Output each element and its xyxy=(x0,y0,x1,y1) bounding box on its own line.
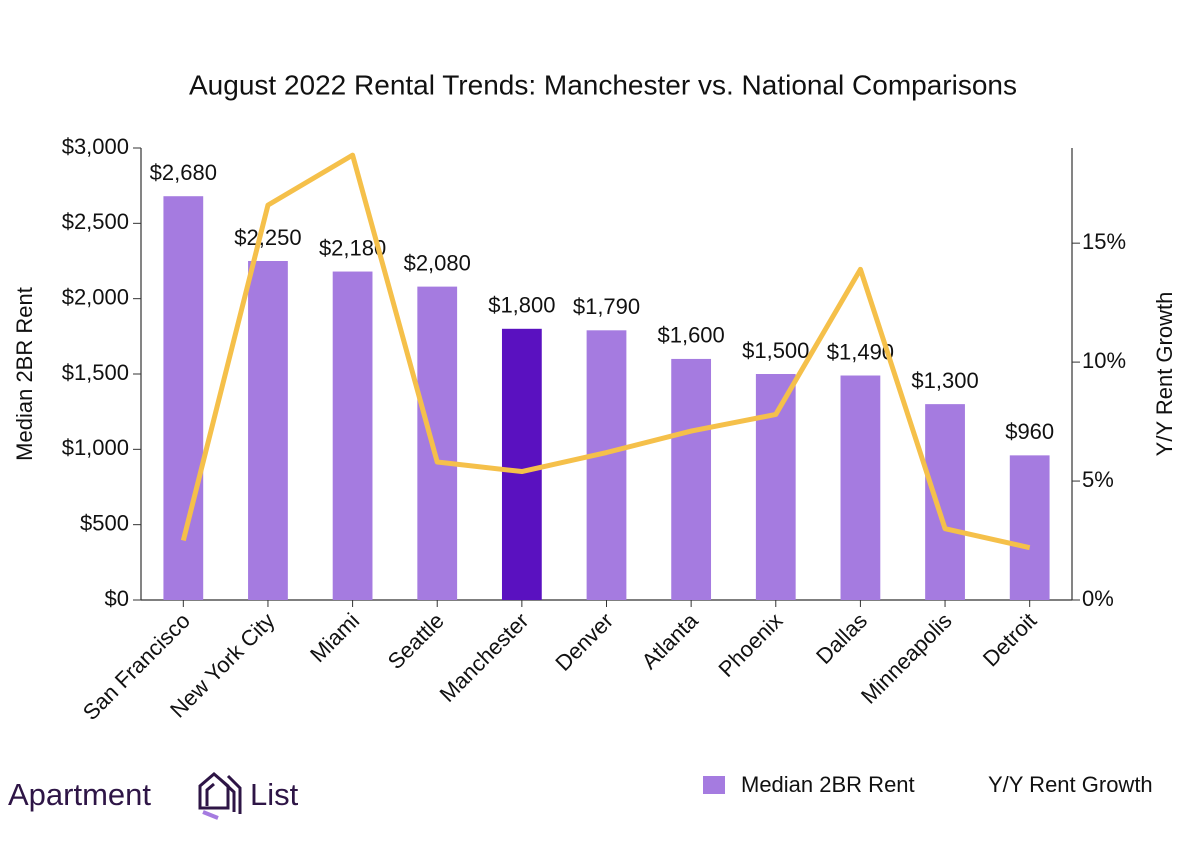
logo-text: List xyxy=(250,777,299,812)
bar xyxy=(586,330,627,600)
y2-tick-label: 15% xyxy=(1082,229,1126,254)
bar xyxy=(417,286,458,600)
legend-swatch xyxy=(703,776,725,794)
data-label: $1,500 xyxy=(742,338,809,363)
y2-tick-label: 10% xyxy=(1082,348,1126,373)
data-label: $1,300 xyxy=(911,368,978,393)
y-axis-title: Median 2BR Rent xyxy=(12,287,37,461)
bar xyxy=(501,328,542,600)
y-tick-label: $3,000 xyxy=(62,134,129,159)
logo-accent xyxy=(202,810,219,820)
bar xyxy=(1009,455,1050,600)
data-label: $1,800 xyxy=(488,293,555,318)
y-tick-label: $1,000 xyxy=(62,435,129,460)
bar xyxy=(925,404,965,600)
data-label: $1,790 xyxy=(573,294,640,319)
data-label: $2,250 xyxy=(234,225,301,250)
y-tick-label: $500 xyxy=(80,510,129,535)
y2-axis-title: Y/Y Rent Growth xyxy=(1152,292,1177,457)
y-tick-label: $0 xyxy=(105,586,129,611)
y2-tick-label: 5% xyxy=(1082,467,1114,492)
bar xyxy=(755,374,796,600)
data-label: $2,080 xyxy=(404,250,471,275)
data-label: $1,600 xyxy=(657,323,724,348)
data-label: $2,680 xyxy=(150,160,217,185)
y-tick-label: $2,000 xyxy=(62,284,129,309)
line xyxy=(180,152,1031,551)
bar xyxy=(840,375,881,600)
data-label: $960 xyxy=(1005,419,1054,444)
chart-title: August 2022 Rental Trends: Manchester vs… xyxy=(189,69,1017,100)
legend-label: Y/Y Rent Growth xyxy=(988,772,1153,797)
logo-text: Apartment xyxy=(8,777,151,812)
logo-icon xyxy=(198,772,242,814)
y2-tick-label: 0% xyxy=(1082,586,1114,611)
bar xyxy=(671,358,712,600)
y-tick-label: $1,500 xyxy=(62,360,129,385)
bar xyxy=(248,261,288,600)
logo: Apartment List xyxy=(8,772,299,820)
y-tick-label: $2,500 xyxy=(62,209,129,234)
bar xyxy=(332,271,373,600)
legend-label: Median 2BR Rent xyxy=(741,772,915,797)
